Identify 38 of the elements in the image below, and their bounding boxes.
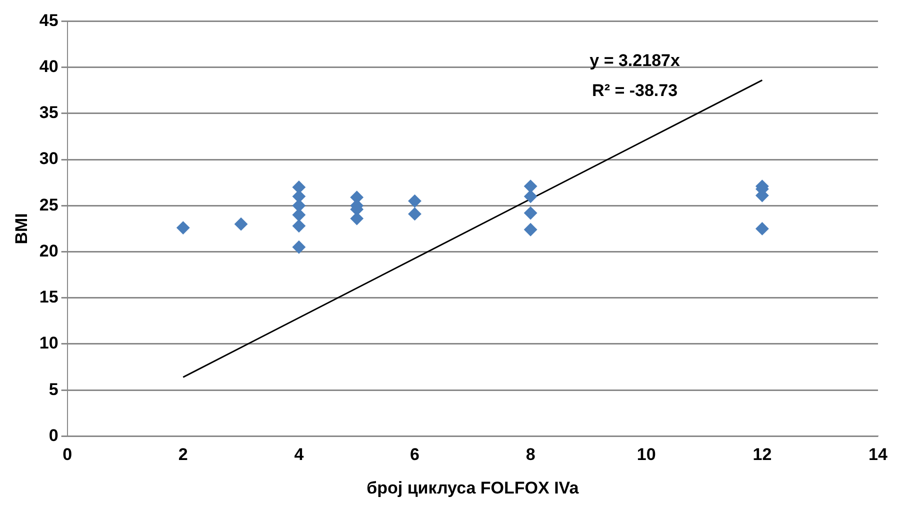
point (524, 190, 538, 203)
point (292, 219, 306, 232)
point (292, 180, 306, 194)
point (292, 208, 306, 222)
x-tick-label: 8 (526, 445, 536, 464)
x-tick-label: 6 (410, 445, 420, 464)
point (234, 218, 248, 231)
y-tick-label: 15 (39, 288, 58, 307)
point (524, 180, 538, 193)
annotation: R² = -38.73 (592, 81, 678, 100)
x-tick-label: 0 (62, 445, 72, 464)
x-tick-label: 4 (294, 445, 304, 464)
y-tick-label: 45 (39, 10, 58, 30)
point (408, 194, 422, 208)
y-tick-label: 40 (39, 57, 58, 76)
annotation: y = 3.2187x (590, 51, 680, 70)
x-tick-label: 10 (636, 445, 656, 464)
y-tick-label: 35 (39, 103, 58, 122)
y-tick-label: 10 (39, 334, 58, 353)
y-tick-label: 20 (39, 241, 58, 260)
x-tick-label: 12 (752, 445, 772, 464)
point (292, 190, 306, 203)
point (524, 206, 538, 220)
x-axis-title: број циклуса FOLFOX IVa (366, 478, 580, 498)
point (408, 207, 422, 220)
point (756, 222, 769, 236)
point (350, 212, 364, 226)
x-tick-label: 14 (868, 445, 888, 464)
x-tick-label: 2 (178, 445, 188, 464)
y-tick-label: 0 (48, 426, 58, 445)
y-tick-label: 25 (39, 195, 58, 214)
y-axis-title: BMI (12, 213, 31, 244)
point (176, 221, 190, 234)
y-tick-label: 30 (39, 149, 58, 168)
point (292, 199, 306, 212)
point (292, 240, 306, 254)
point (524, 223, 538, 236)
y-tick-label: 5 (48, 380, 58, 399)
